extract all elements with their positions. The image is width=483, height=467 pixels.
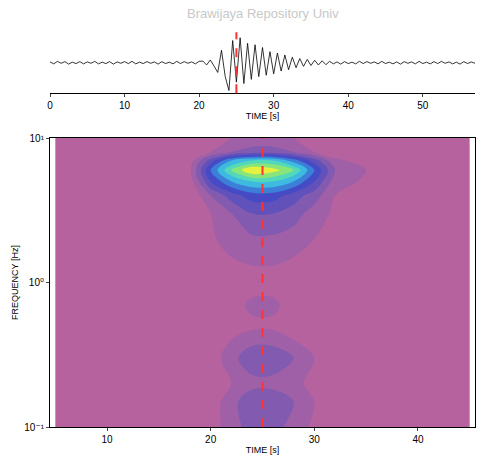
svg-text:30: 30 [268, 100, 280, 111]
svg-text:40: 40 [343, 100, 355, 111]
svg-text:TIME [s]: TIME [s] [246, 111, 280, 121]
svg-text:40: 40 [412, 434, 424, 445]
svg-text:10: 10 [119, 100, 131, 111]
svg-text:10⁻¹: 10⁻¹ [24, 422, 44, 433]
svg-text:FREQUENCY [Hz]: FREQUENCY [Hz] [10, 245, 20, 320]
svg-text:0: 0 [47, 100, 53, 111]
svg-text:Brawijaya Repository Univ: Brawijaya Repository Univ [187, 6, 339, 21]
svg-text:20: 20 [205, 434, 217, 445]
svg-text:30: 30 [309, 434, 321, 445]
svg-text:10⁰: 10⁰ [29, 277, 44, 288]
svg-text:10: 10 [101, 434, 113, 445]
svg-text:20: 20 [194, 100, 206, 111]
svg-text:50: 50 [417, 100, 429, 111]
svg-text:10¹: 10¹ [30, 133, 45, 144]
svg-text:TIME [s]: TIME [s] [246, 445, 280, 455]
